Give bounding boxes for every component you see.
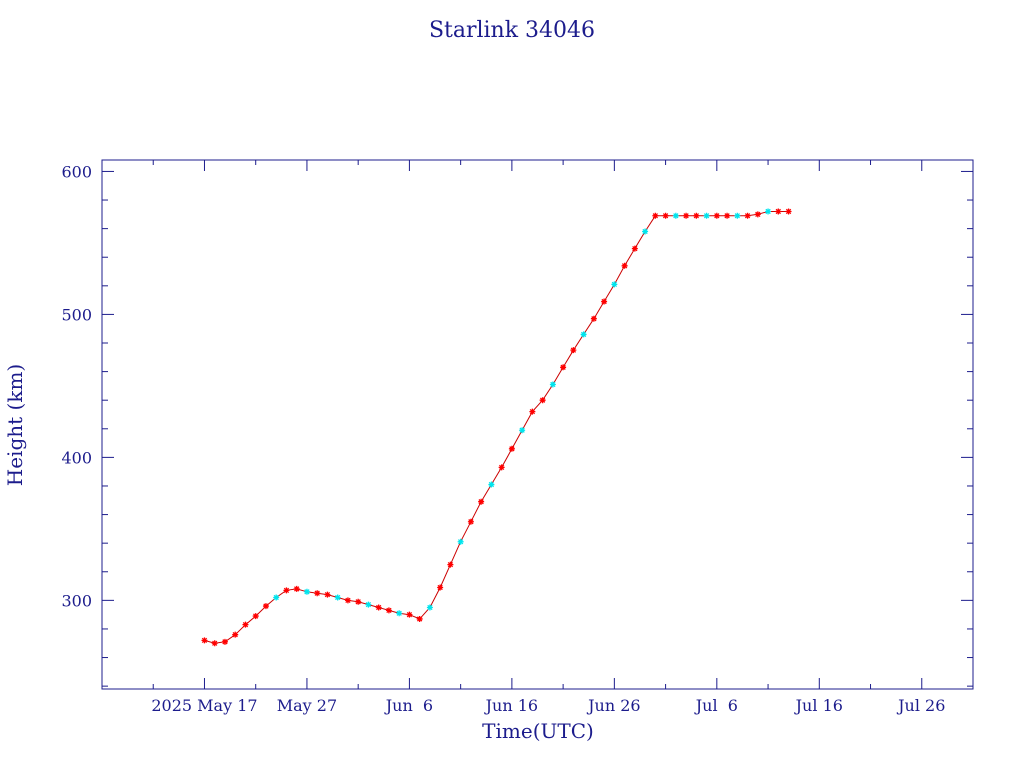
x-axis-title: Time(UTC)	[482, 719, 594, 743]
x-tick-label: Jun 16	[484, 696, 538, 715]
axis-tick-labels: 2025 May 17 May 27 Jun 6 Jun 16 Jun 26 Jul 6 J…	[61, 162, 945, 715]
data-point	[601, 298, 608, 305]
data-point	[724, 212, 731, 219]
x-tick-label: Jul 16	[794, 696, 843, 715]
x-tick-label: 2025 May 17	[151, 696, 257, 715]
data-point	[365, 601, 372, 608]
data-point	[570, 347, 577, 354]
data-point	[734, 212, 741, 219]
data-point	[314, 590, 321, 597]
data-point	[355, 598, 362, 605]
y-tick-label: 300	[61, 591, 92, 610]
y-tick-label: 500	[61, 305, 92, 324]
y-axis-title: Height (km)	[3, 364, 27, 486]
data-point	[662, 212, 669, 219]
data-point	[498, 464, 505, 471]
x-tick-label: Jul 6	[694, 696, 738, 715]
data-point	[385, 607, 392, 614]
data-point	[416, 615, 423, 622]
data-point	[447, 561, 454, 568]
data-point	[283, 587, 290, 594]
data-point	[539, 397, 546, 404]
data-point	[683, 212, 690, 219]
data-point	[488, 481, 495, 488]
data-point	[713, 212, 720, 219]
data-point	[652, 212, 659, 219]
chart-title: Starlink 34046	[429, 18, 595, 43]
data-point	[785, 208, 792, 215]
data-point	[529, 408, 536, 415]
data-point	[273, 594, 280, 601]
data-point	[611, 281, 618, 288]
data-point	[252, 613, 259, 620]
data-point	[201, 637, 208, 644]
data-point	[232, 631, 239, 638]
data-point	[334, 594, 341, 601]
data-point	[467, 518, 474, 525]
data-point	[324, 591, 331, 598]
y-tick-label: 400	[61, 448, 92, 467]
data-point	[211, 640, 218, 647]
data-point	[478, 498, 485, 505]
data-point	[396, 610, 403, 617]
data-point	[303, 588, 310, 595]
data-point	[754, 211, 761, 218]
data-point	[703, 212, 710, 219]
plot-frame	[101, 159, 974, 690]
data-point	[519, 427, 526, 434]
data-point	[508, 445, 515, 452]
data-point	[775, 208, 782, 215]
data-point	[344, 597, 351, 604]
data-point	[242, 621, 249, 628]
series-line	[204, 211, 789, 644]
series-height	[201, 208, 792, 647]
data-point	[642, 228, 649, 235]
x-tick-label: Jun 26	[586, 696, 640, 715]
data-point	[580, 331, 587, 338]
data-point	[437, 584, 444, 591]
data-point	[375, 604, 382, 611]
y-tick-label: 600	[61, 162, 92, 181]
data-point	[560, 364, 567, 371]
data-point	[590, 315, 597, 322]
data-point	[426, 604, 433, 611]
data-point	[693, 212, 700, 219]
data-point	[744, 212, 751, 219]
data-point	[631, 245, 638, 252]
axis-ticks	[102, 160, 974, 689]
x-tick-label: May 27	[277, 696, 337, 715]
data-point	[293, 585, 300, 592]
data-point	[457, 538, 464, 545]
x-tick-label: Jun 6	[384, 696, 433, 715]
x-tick-label: Jul 26	[896, 696, 945, 715]
data-point	[672, 212, 679, 219]
data-point	[262, 603, 269, 610]
data-point	[221, 638, 228, 645]
data-point	[406, 611, 413, 618]
data-point	[549, 381, 556, 388]
data-point	[765, 208, 772, 215]
data-point	[621, 262, 628, 269]
